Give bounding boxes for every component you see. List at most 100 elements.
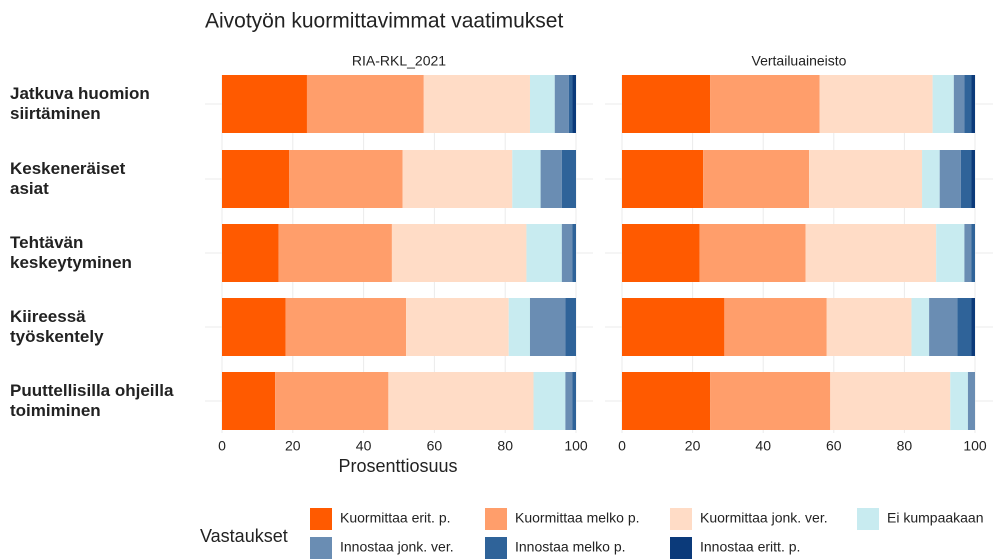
bar-segment (960, 150, 972, 208)
bar-segment (529, 75, 555, 133)
bar-segment (561, 224, 573, 282)
legend-key (485, 537, 507, 559)
bar-segment (805, 224, 937, 282)
bar-segment (529, 298, 566, 356)
bar-segment (964, 75, 972, 133)
bar-segment (278, 224, 392, 282)
bar-segment (710, 75, 820, 133)
bar-segment (819, 75, 933, 133)
bar-segment (939, 150, 961, 208)
bar-segment (971, 224, 975, 282)
y-tick-label: Tehtävän keskeytyminen (10, 233, 132, 272)
legend-title: Vastaukset (200, 526, 288, 546)
legend-label: Kuormittaa jonk. ver. (700, 510, 828, 526)
x-tick-label: 40 (356, 438, 372, 454)
x-axis-label: Prosenttiosuus (338, 456, 457, 476)
x-tick-label: 60 (826, 438, 842, 454)
bar-segment (540, 150, 562, 208)
legend-label: Innostaa jonk. ver. (340, 539, 454, 555)
bar-segment (526, 224, 562, 282)
bar-segment (964, 224, 972, 282)
bar-segment (622, 224, 700, 282)
bar-segment (830, 372, 951, 430)
bar-segment (565, 372, 573, 430)
bar-segment (936, 224, 965, 282)
y-tick-label: Jatkuva huomion siirtäminen (10, 84, 150, 123)
bar-segment (911, 298, 930, 356)
bar-segment (622, 372, 711, 430)
x-tick-label: 80 (897, 438, 913, 454)
bar-segment (703, 150, 810, 208)
bar-segment (572, 75, 576, 133)
bar-segment (406, 298, 509, 356)
bar-segment (289, 150, 403, 208)
bar-segment (508, 298, 530, 356)
legend-label: Innostaa eritt. p. (700, 539, 800, 555)
bar-segment (533, 372, 566, 430)
bar-segment (222, 75, 307, 133)
bar-segment (388, 372, 534, 430)
bar-segment (222, 224, 279, 282)
bar-segment (710, 372, 831, 430)
bar-segment (222, 298, 286, 356)
bar-segment (568, 75, 573, 133)
legend-label: Kuormittaa erit. p. (340, 510, 451, 526)
bar-segment (275, 372, 389, 430)
legend-key (485, 508, 507, 530)
x-tick-label: 40 (755, 438, 771, 454)
legend-key (857, 508, 879, 530)
bar-segment (967, 372, 975, 430)
bar-segment (950, 372, 968, 430)
y-tick-label: Puuttellisilla ohjeilla toimiminen (10, 381, 174, 420)
x-tick-label: 100 (564, 438, 588, 454)
x-tick-label: 60 (427, 438, 443, 454)
bar-segment (402, 150, 513, 208)
bar-segment (724, 298, 827, 356)
bar-segment (929, 298, 958, 356)
legend-key (670, 537, 692, 559)
bar-segment (565, 298, 576, 356)
bar-segment (572, 224, 576, 282)
x-tick-label: 20 (285, 438, 301, 454)
chart-title: Aivotyön kuormittavimmat vaatimukset (205, 10, 563, 33)
bar-segment (512, 150, 541, 208)
bar-segment (572, 372, 576, 430)
x-tick-label: 80 (497, 438, 513, 454)
legend-key (670, 508, 692, 530)
bar-segment (622, 150, 704, 208)
bar-segment (554, 75, 569, 133)
bar-segment (932, 75, 954, 133)
bar-segment (971, 298, 975, 356)
legend-key (310, 508, 332, 530)
bar-segment (285, 298, 407, 356)
legend-label: Innostaa melko p. (515, 539, 626, 555)
bar-segment (971, 75, 975, 133)
y-tick-label: Kiireessä työskentely (10, 307, 104, 346)
x-tick-label: 100 (963, 438, 987, 454)
bar-segment (826, 298, 912, 356)
bar-segment (561, 150, 576, 208)
bar-segment (622, 298, 725, 356)
legend-key (310, 537, 332, 559)
legend-label: Kuormittaa melko p. (515, 510, 640, 526)
legend-label: Ei kumpaakaan (887, 510, 984, 526)
bar-segment (971, 150, 975, 208)
panel-title: RIA-RKL_2021 (352, 53, 446, 69)
bar-segment (809, 150, 923, 208)
x-tick-label: 0 (218, 438, 226, 454)
panel-title: Vertailuaineisto (752, 53, 847, 69)
bar-segment (957, 298, 972, 356)
x-tick-label: 20 (685, 438, 701, 454)
bar-segment (306, 75, 424, 133)
bar-segment (622, 75, 711, 133)
bar-segment (423, 75, 530, 133)
bar-segment (391, 224, 527, 282)
y-tick-label: Keskeneräiset asiat (10, 159, 126, 198)
bar-segment (953, 75, 965, 133)
bar-segment (222, 372, 276, 430)
bar-segment (699, 224, 806, 282)
x-tick-label: 0 (618, 438, 626, 454)
bar-segment (922, 150, 940, 208)
